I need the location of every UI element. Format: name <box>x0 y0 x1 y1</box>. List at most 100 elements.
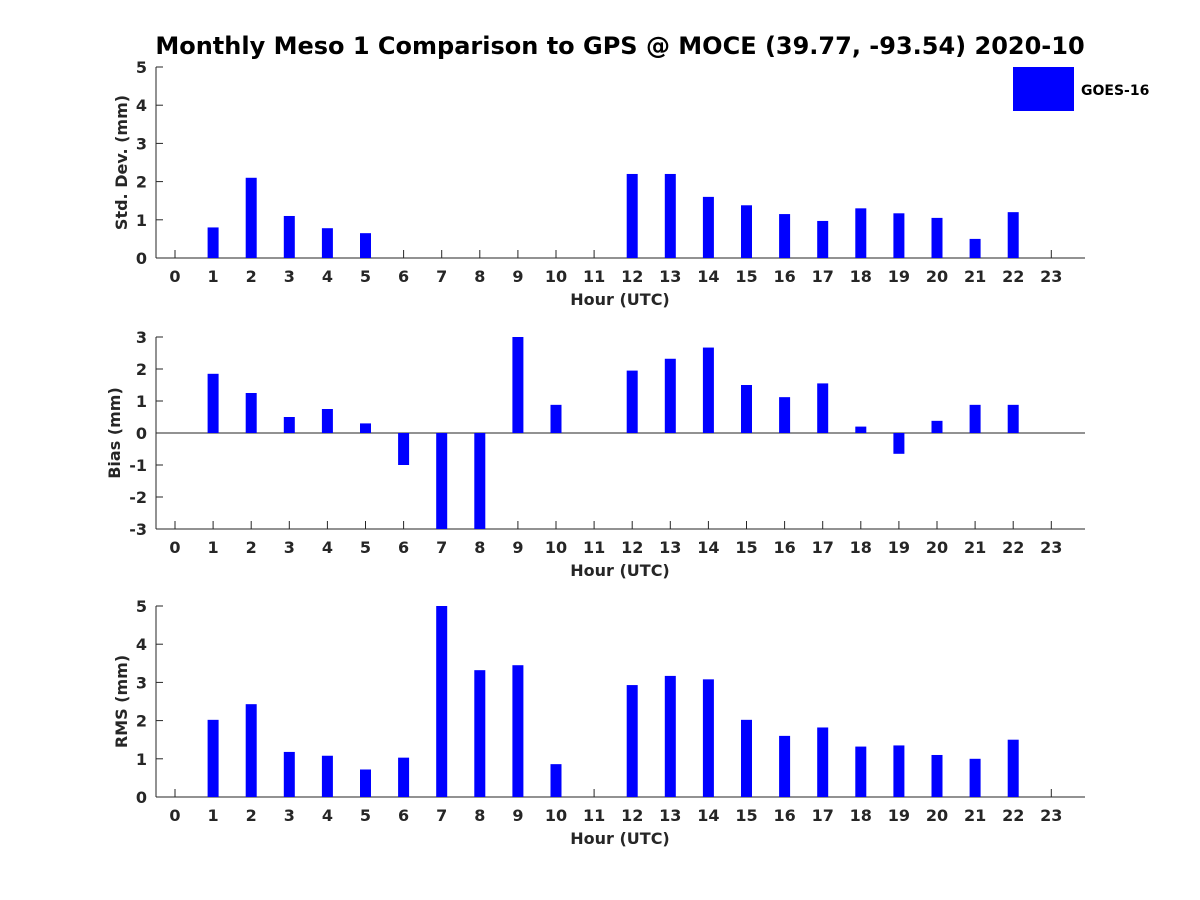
bar-hour-4 <box>321 409 333 433</box>
bar-hour-2 <box>245 704 257 797</box>
x-tick-label: 2 <box>246 538 257 557</box>
bar-hour-21 <box>969 404 981 433</box>
bar-hour-17 <box>817 220 829 258</box>
bar-hour-15 <box>741 205 752 258</box>
x-tick-label: 11 <box>583 806 605 825</box>
bar-hour-21 <box>969 758 981 797</box>
x-tick-label: 13 <box>659 538 681 557</box>
x-tick-label: 3 <box>284 267 295 286</box>
x-tick-label: 18 <box>850 267 872 286</box>
x-tick-label: 14 <box>697 806 719 825</box>
bar-hour-22 <box>1007 404 1019 433</box>
bar-hour-20 <box>931 754 943 797</box>
x-tick-label: 12 <box>621 806 643 825</box>
bar-hour-14 <box>702 679 714 797</box>
y-tick-label: 1 <box>136 392 147 411</box>
bar-hour-13 <box>664 675 676 797</box>
x-tick-label: 4 <box>322 538 333 557</box>
bar-hour-7 <box>436 433 448 529</box>
y-tick-label: 5 <box>136 597 147 616</box>
x-tick-label: 13 <box>659 267 681 286</box>
y-tick-label: 2 <box>136 360 147 379</box>
bar-hour-15 <box>741 385 752 433</box>
x-tick-label: 8 <box>474 806 485 825</box>
x-tick-label: 15 <box>735 806 757 825</box>
x-tick-label: 6 <box>398 538 409 557</box>
x-tick-label: 19 <box>888 538 910 557</box>
bar-hour-1 <box>207 719 219 797</box>
bar-hour-5 <box>360 423 371 433</box>
y-tick-label: -2 <box>129 488 147 507</box>
bar-hour-10 <box>550 764 562 797</box>
x-tick-label: 17 <box>812 806 834 825</box>
x-tick-label: 15 <box>735 267 757 286</box>
y-tick-label: 4 <box>136 635 147 654</box>
x-tick-label: 14 <box>697 267 719 286</box>
x-tick-label: 17 <box>812 538 834 557</box>
bar-hour-3 <box>283 417 295 433</box>
y-tick-label: 4 <box>136 96 147 115</box>
x-tick-label: 1 <box>208 538 219 557</box>
bar-hour-18 <box>855 746 867 797</box>
bar-hour-4 <box>321 755 333 797</box>
x-tick-label: 19 <box>888 267 910 286</box>
y-tick-label: -1 <box>129 456 147 475</box>
x-tick-label: 5 <box>360 806 371 825</box>
y-tick-label: 3 <box>136 328 147 347</box>
legend-swatch <box>1013 67 1074 111</box>
x-tick-label: 20 <box>926 806 948 825</box>
x-tick-label: 8 <box>474 538 485 557</box>
x-tick-label: 21 <box>964 806 986 825</box>
bar-hour-14 <box>702 347 714 433</box>
x-tick-label: 10 <box>545 267 567 286</box>
x-tick-label: 22 <box>1002 267 1024 286</box>
bar-hour-18 <box>855 208 867 258</box>
bar-hour-5 <box>360 233 371 258</box>
legend: GOES-16 <box>1013 67 1149 111</box>
bar-hour-4 <box>321 228 333 258</box>
y-tick-label: 1 <box>136 750 147 769</box>
x-tick-label: 3 <box>284 538 295 557</box>
x-tick-label: 8 <box>474 267 485 286</box>
x-tick-label: 15 <box>735 538 757 557</box>
bar-hour-12 <box>626 685 638 797</box>
chart-title: Monthly Meso 1 Comparison to GPS @ MOCE … <box>155 32 1084 60</box>
x-tick-label: 0 <box>169 806 180 825</box>
bar-hour-18 <box>855 426 867 433</box>
bar-hour-19 <box>893 433 905 454</box>
x-tick-label: 9 <box>512 538 523 557</box>
x-tick-label: 20 <box>926 267 948 286</box>
bar-hour-2 <box>245 393 257 433</box>
x-tick-label: 4 <box>322 267 333 286</box>
y-tick-label: 1 <box>136 211 147 230</box>
x-tick-label: 5 <box>360 538 371 557</box>
x-tick-label: 12 <box>621 538 643 557</box>
x-tick-label: 9 <box>512 267 523 286</box>
bar-hour-21 <box>969 238 981 258</box>
y-tick-label: 3 <box>136 134 147 153</box>
x-tick-label: 11 <box>583 538 605 557</box>
x-tick-label: 23 <box>1040 538 1062 557</box>
x-tick-label: 10 <box>545 806 567 825</box>
y-tick-label: -3 <box>129 520 147 539</box>
bar-hour-22 <box>1007 739 1019 797</box>
x-tick-label: 10 <box>545 538 567 557</box>
bar-hour-9 <box>512 337 524 433</box>
bar-hour-7 <box>436 606 448 797</box>
bar-hour-3 <box>283 751 295 797</box>
x-tick-label: 16 <box>773 267 795 286</box>
x-tick-label: 14 <box>697 538 719 557</box>
x-tick-label: 23 <box>1040 806 1062 825</box>
y-tick-label: 0 <box>136 788 147 807</box>
bar-hour-20 <box>931 420 943 433</box>
x-tick-label: 7 <box>436 267 447 286</box>
x-tick-label: 20 <box>926 538 948 557</box>
x-tick-label: 3 <box>284 806 295 825</box>
bar-hour-19 <box>893 745 905 797</box>
bar-hour-17 <box>817 383 829 433</box>
y-tick-label: 5 <box>136 58 147 77</box>
